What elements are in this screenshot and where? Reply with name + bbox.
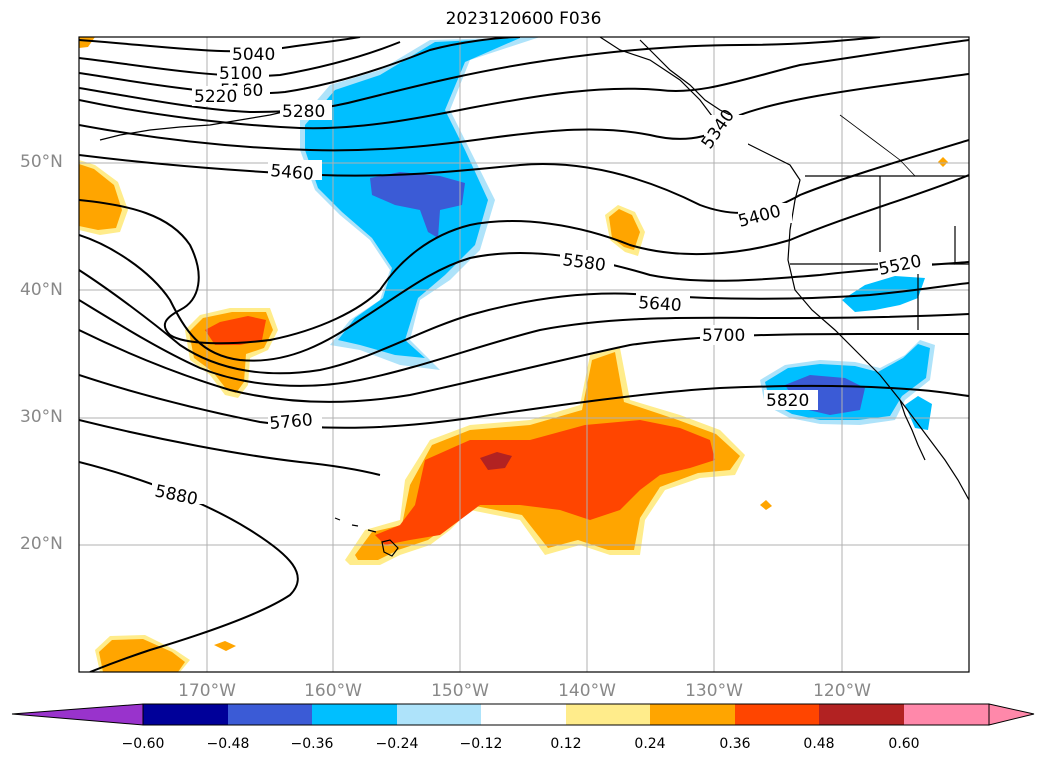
contour-5340 [79,74,969,150]
colorbar-bin [566,704,650,725]
contour-5280 [79,40,969,128]
border-states-4 [955,226,969,264]
lat-label: 50°N [20,152,63,172]
colorbar-extend-high [989,704,1034,725]
colorbar-bin [735,704,819,725]
colorbar-tick-label: 0.48 [803,736,834,752]
contour-label: 5820 [766,391,809,411]
contour-5040 [79,37,360,51]
colorbar-bin [481,704,566,725]
contour-label: 5760 [269,410,314,434]
colorbar-tick-label: 0.12 [550,736,581,752]
colorbar [12,704,1034,725]
colorbar-bin [819,704,904,725]
lat-label: 20°N [20,534,63,554]
pos-region-tiny-1 [760,500,772,510]
colorbar-tick-label: −0.48 [207,736,250,752]
pos-region-tiny-2 [938,157,948,167]
colorbar-bin [650,704,735,725]
pos-region-corner [79,37,95,48]
shaded-field [79,37,948,672]
colorbar-extend-low [12,704,143,725]
lon-label: 150°W [431,681,489,701]
colorbar-bin [143,704,228,725]
colorbar-tick-label: −0.24 [376,736,419,752]
colorbar-bin [904,704,989,725]
colorbar-bin [397,704,481,725]
contour-label: 5280 [282,102,325,122]
colorbar-bin [228,704,312,725]
lat-label: 30°N [20,407,63,427]
lon-label: 130°W [685,681,743,701]
pos-region-small [214,641,236,651]
colorbar-bin [312,704,397,725]
border-canada-provinces [840,115,915,176]
contour-label: 5640 [638,293,683,316]
colorbar-tick-label: 0.60 [888,736,919,752]
lon-label: 170°W [178,681,236,701]
coastline-aleutians [100,108,300,140]
lon-label: 160°W [304,681,362,701]
colorbar-tick-label: 0.36 [719,736,750,752]
colorbar-tick-label: −0.12 [460,736,503,752]
colorbar-tick-label: −0.36 [291,736,334,752]
colorbar-tick-label: −0.60 [122,736,165,752]
lon-label: 140°W [558,681,616,701]
lat-label: 40°N [20,280,63,300]
contour-label: 5700 [702,326,745,346]
contour-label: 5460 [270,161,315,185]
lon-label: 120°W [813,681,871,701]
contour-label: 5220 [194,87,237,107]
colorbar-tick-label: 0.24 [634,736,665,752]
